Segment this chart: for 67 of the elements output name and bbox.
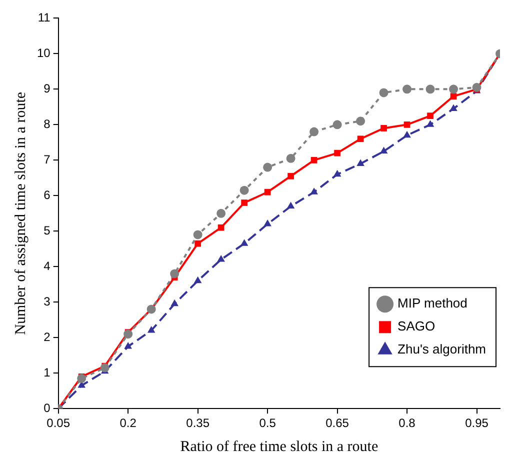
point bbox=[194, 276, 202, 284]
point bbox=[380, 146, 388, 154]
x-tick-label: 0.2 bbox=[120, 416, 137, 430]
y-tick-label: 2 bbox=[44, 330, 51, 344]
point bbox=[403, 130, 411, 138]
x-tick-label: 0.05 bbox=[46, 416, 70, 430]
point bbox=[193, 230, 202, 240]
point bbox=[310, 188, 318, 194]
point bbox=[147, 326, 156, 333]
y-tick-label: 9 bbox=[44, 81, 51, 96]
point bbox=[286, 154, 296, 163]
y-tick-label: 7 bbox=[44, 152, 51, 166]
point bbox=[449, 84, 458, 94]
y-tick-label: 0 bbox=[44, 400, 51, 415]
point bbox=[77, 374, 86, 383]
legend-label: Zhu's algorithm bbox=[398, 342, 486, 357]
point bbox=[218, 224, 224, 231]
x-tick-label: 0.5 bbox=[259, 416, 276, 430]
point bbox=[379, 88, 388, 98]
point bbox=[240, 186, 249, 195]
point bbox=[333, 170, 342, 177]
point bbox=[356, 116, 366, 126]
point bbox=[217, 255, 225, 262]
point bbox=[450, 104, 458, 111]
point bbox=[332, 120, 342, 130]
point bbox=[263, 162, 272, 172]
y-tick-label: 3 bbox=[44, 294, 51, 308]
point bbox=[427, 112, 434, 119]
point bbox=[170, 269, 180, 278]
point bbox=[286, 202, 295, 209]
point bbox=[334, 150, 340, 156]
point bbox=[264, 188, 271, 196]
point bbox=[402, 84, 412, 94]
point bbox=[240, 239, 248, 246]
y-tick-label: 5 bbox=[44, 223, 51, 238]
x-axis-title: Ratio of free time slots in a route bbox=[180, 438, 378, 455]
y-tick-label: 1 bbox=[44, 365, 51, 380]
x-tick-label: 0.95 bbox=[465, 416, 489, 430]
x-tick-label: 0.65 bbox=[326, 416, 350, 430]
legend-label: MIP method bbox=[398, 296, 468, 311]
y-tick-label: 6 bbox=[44, 188, 51, 202]
point bbox=[380, 125, 387, 132]
point bbox=[288, 172, 294, 180]
point bbox=[357, 136, 364, 142]
y-tick-label: 8 bbox=[44, 116, 51, 131]
point bbox=[356, 159, 364, 166]
x-tick-label: 0.8 bbox=[398, 416, 416, 430]
point bbox=[194, 240, 201, 247]
point bbox=[426, 84, 435, 94]
point bbox=[310, 156, 318, 164]
point bbox=[170, 299, 178, 306]
point bbox=[241, 200, 248, 206]
point bbox=[404, 121, 410, 128]
y-tick-label: 11 bbox=[38, 10, 51, 25]
y-tick-label: 10 bbox=[36, 46, 51, 60]
point bbox=[310, 127, 319, 136]
y-tick-label: 4 bbox=[44, 258, 51, 273]
point bbox=[124, 330, 133, 339]
x-tick-label: 0.35 bbox=[186, 416, 210, 430]
legend-label: SAGO bbox=[398, 318, 436, 334]
point bbox=[100, 363, 110, 372]
point bbox=[472, 82, 482, 92]
y-axis-title: Number of assigned time slots in a route bbox=[12, 92, 29, 335]
point bbox=[124, 342, 132, 349]
point bbox=[264, 220, 272, 226]
point bbox=[450, 93, 457, 100]
point bbox=[216, 208, 226, 218]
